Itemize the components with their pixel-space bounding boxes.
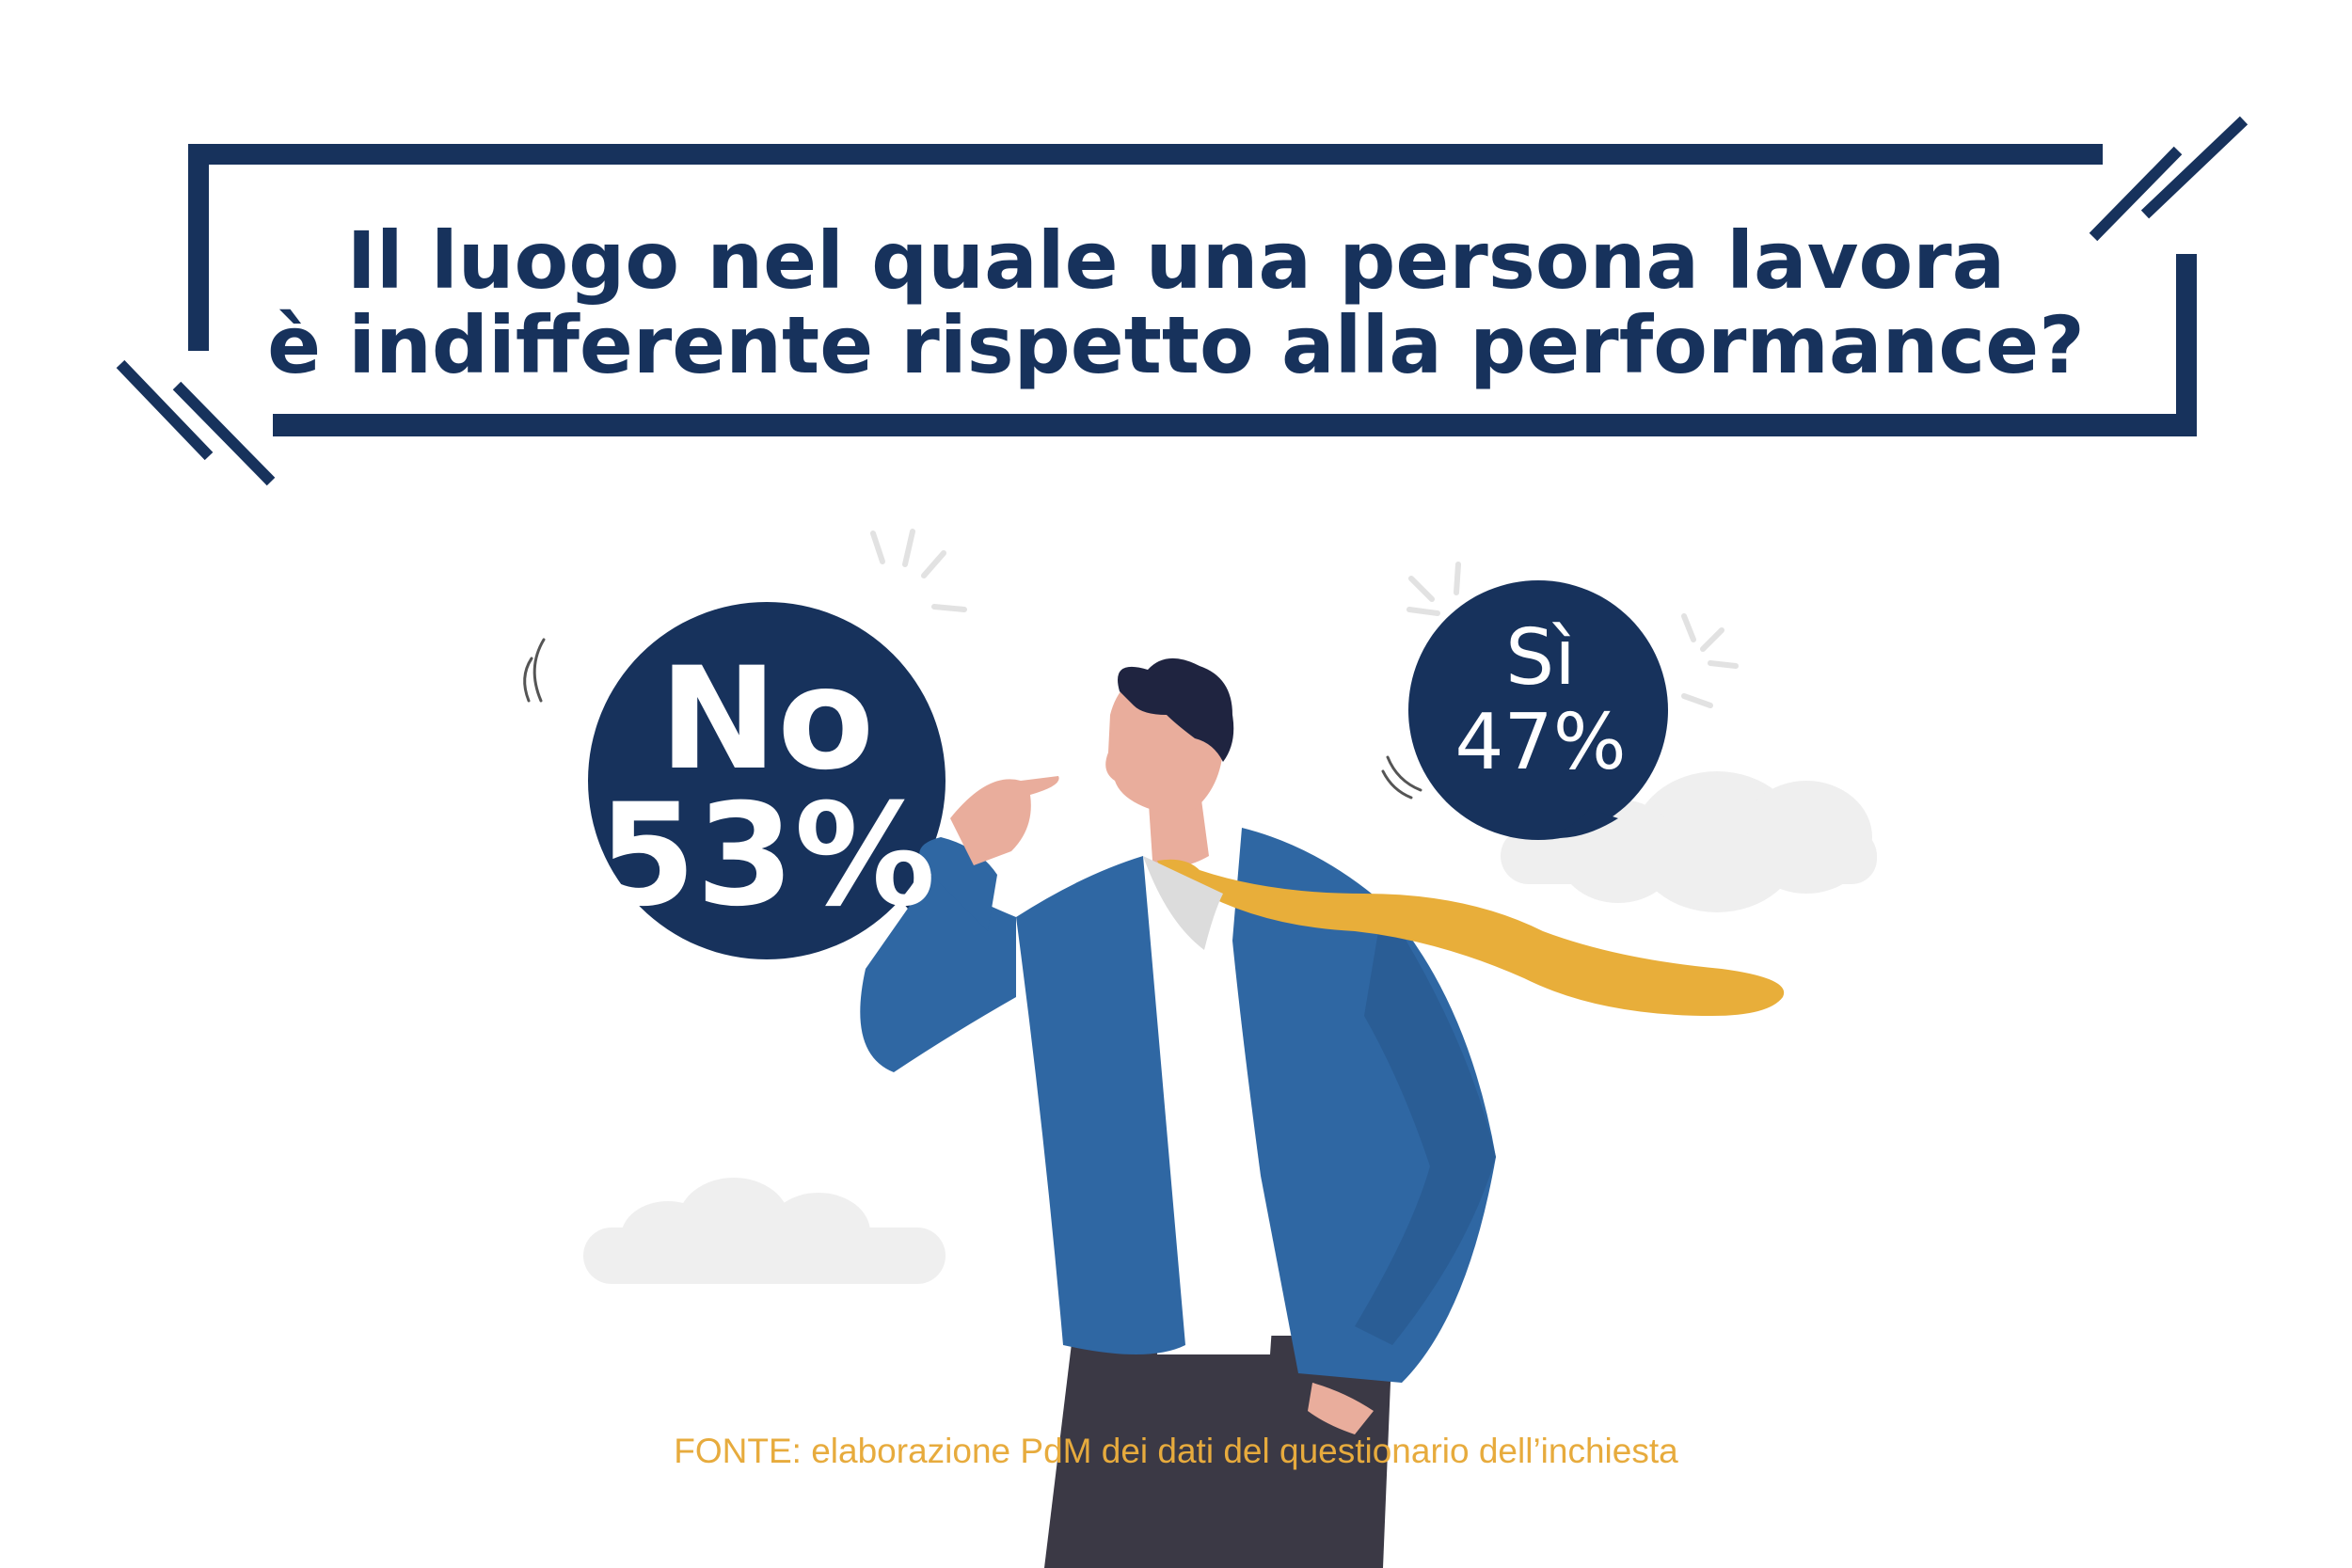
- frame-slash-marks: [116, 116, 2249, 486]
- title-line-2: è indifferente rispetto alla performance…: [267, 299, 2085, 391]
- motion-marks: [523, 638, 1422, 800]
- title-frame: [188, 144, 2197, 436]
- answer-no-label: No: [659, 638, 875, 801]
- businessman-figure: [860, 657, 1785, 1568]
- cloud-right: [1501, 771, 1877, 912]
- title-line-1: Il luogo nel quale una persona lavora: [346, 214, 2006, 307]
- answer-si-value: 47%: [1454, 698, 1627, 787]
- cloud-left: [583, 1178, 946, 1284]
- shine-marks: [870, 529, 1739, 708]
- source-note: FONTE: elaborazione PdM dei dati del que…: [674, 1432, 1678, 1470]
- answer-si-label: Sì: [1505, 613, 1576, 703]
- answer-no-value: 53%: [597, 774, 936, 938]
- bubble-si: [1408, 580, 1668, 840]
